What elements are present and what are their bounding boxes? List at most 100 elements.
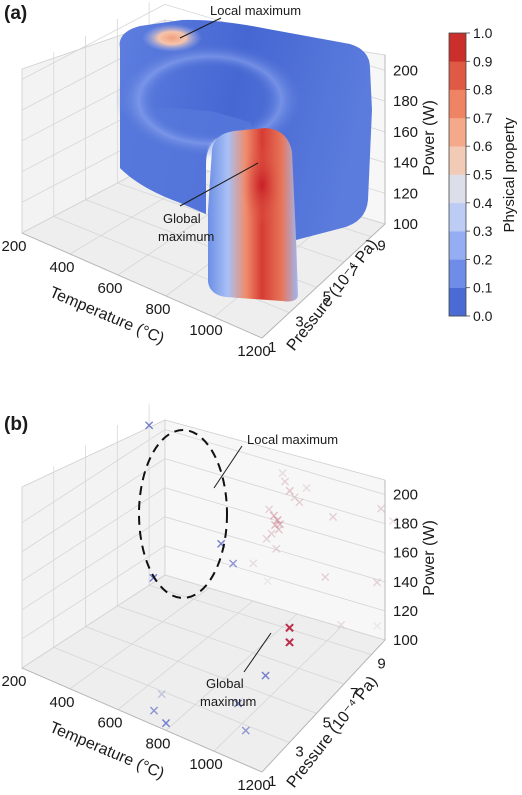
x-tick-label: 800 [145,735,170,752]
panel-label: (a) [4,3,27,24]
scatter-point [261,671,270,680]
y-tick-label: 1 [268,773,276,790]
colorbar-cells [449,33,466,317]
scatter-point [262,534,271,543]
global-max-pointer [243,632,272,673]
y-tick-label: 7 [350,263,358,280]
global-max-glow [242,145,282,225]
grid-line [164,545,386,612]
x-tick-label: 1000 [189,756,222,773]
colorbar-cell [449,202,466,232]
x-tick-label: 1200 [237,343,270,360]
y-tick-label: 1 [268,339,276,356]
z-tick-label: 140 [393,574,418,591]
colorbar-ticks: 0.0 0.1 0.2 0.3 0.4 0.5 0.6 0.7 0.8 0.9 1.0 [466,25,493,324]
local-max-pointer [179,17,222,39]
grid-line [117,605,345,685]
colorbar-cell [449,259,466,288]
scatter-point [285,638,294,647]
colorbar-tick-label: 0.6 [473,138,493,154]
panel-label: (b) [4,414,28,435]
z-tick-label: 100 [393,632,418,649]
y-tick-label: 9 [377,238,385,255]
grid-line [21,458,166,552]
z-tick-label: 200 [393,62,418,79]
grid-line [21,429,166,523]
y-tick-label: 5 [323,714,331,731]
grid-line [148,584,372,656]
colorbar-cell [449,117,466,147]
y-tick-label: 7 [350,685,358,702]
local-max-label: Local maximum [210,3,301,18]
x-tick-label: 1000 [189,322,222,339]
colorbar-cell [449,89,466,119]
y-tick-label: 9 [377,656,385,673]
x-tick-label: 600 [97,715,122,732]
colorbar-tick-label: 0.4 [473,195,493,211]
colorbar-tick-label: 0.5 [473,167,493,183]
scatter-point [328,512,338,521]
z-tick-label: 120 [393,603,418,620]
global-max-label-line2: maximum [200,694,256,709]
global-max-label-line2: maximum [158,229,214,244]
scatter-point [233,699,243,708]
global-max-label-line1: Global [163,211,201,226]
colorbar-cell [449,174,466,204]
x-tick-label: 200 [1,238,26,255]
z-axis-title: Power (W) [421,520,438,596]
scatter-point [241,726,250,735]
z-tick-label: 180 [393,93,418,110]
colorbar-title: Physical property [501,117,518,233]
x-tick-label: 200 [1,673,26,690]
scatter-point [229,559,238,568]
colorbar-tick-label: 0.2 [473,251,493,267]
y-tick-label: 3 [295,744,303,761]
local-max-glow [142,24,202,52]
scatter-point [285,623,294,633]
colorbar-tick-label: 0.8 [473,82,493,98]
grid-line [117,600,254,710]
y-tick-label: 3 [295,314,303,331]
z-tick-label: 140 [393,155,418,172]
scatter-point [149,706,159,715]
scatter-point [161,719,171,728]
z-tick-label: 120 [393,185,418,202]
grid-line [53,646,290,744]
z-tick-label: 100 [393,216,418,233]
colorbar-tick-label: 1.0 [473,25,493,41]
colorbar: 0.0 0.1 0.2 0.3 0.4 0.5 0.6 0.7 0.8 0.9 1.0 Physic… [448,25,518,324]
grid-line [164,429,386,495]
grid-line [21,545,166,640]
scatter-point [321,572,330,582]
colorbar-cell [449,231,466,260]
grid-line [164,574,386,641]
scatter-point [295,498,304,507]
scatter-point [157,690,166,699]
scatter-points [145,421,398,735]
colorbar-tick-label: 0.1 [473,280,493,296]
x-tick-label: 400 [49,259,74,276]
scatter-point [373,621,382,631]
scatter-point [263,577,272,586]
scatter-point [337,620,346,629]
x-tick-label: 1200 [237,777,270,794]
local-max-pointer [213,445,243,489]
scatter-point [273,516,282,525]
grid-line [69,587,210,690]
x-tick-label: 600 [97,280,122,297]
scatter-point [285,486,294,495]
colorbar-tick-label: 0.7 [473,110,493,126]
scatter-point [376,504,386,513]
scatter-point [249,559,258,568]
grid-line [21,4,166,80]
grid-line [21,516,166,611]
scatter-point [145,421,154,430]
local-max-label: Local maximum [247,432,338,447]
grid-line [213,626,342,752]
colorbar-tick-label: 0.0 [473,308,493,324]
z-tick-label: 200 [393,487,418,504]
